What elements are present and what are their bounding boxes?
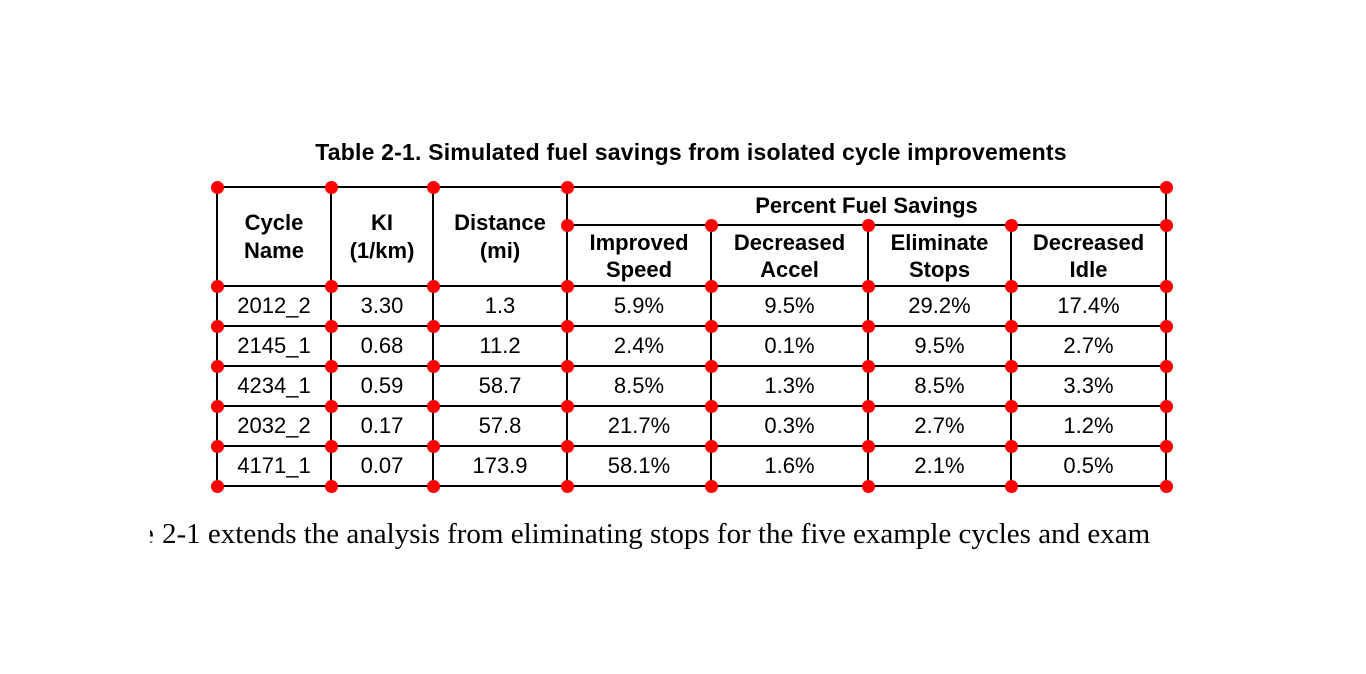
cell-distance: 11.2 (432, 325, 568, 367)
cell-ki: 0.59 (330, 365, 434, 407)
cell-improved-speed: 2.4% (566, 325, 712, 367)
header-line: Distance (454, 209, 546, 235)
table-row: 2012_2 3.30 1.3 5.9% 9.5% 29.2% 17.4% (216, 285, 1167, 327)
cell-ki: 3.30 (330, 285, 434, 327)
cell-decreased-idle: 0.5% (1010, 445, 1167, 487)
cell-cycle-name: 4171_1 (216, 445, 332, 487)
cell-distance: 1.3 (432, 285, 568, 327)
cell-eliminate-stops: 2.1% (867, 445, 1012, 487)
table-row: 2145_1 0.68 11.2 2.4% 0.1% 9.5% 2.7% (216, 325, 1167, 367)
cell-decreased-accel: 9.5% (710, 285, 869, 327)
col-header-eliminate-stops: Eliminate Stops (867, 224, 1012, 287)
cell-improved-speed: 21.7% (566, 405, 712, 447)
cell-ki: 0.17 (330, 405, 434, 447)
cell-eliminate-stops: 8.5% (867, 365, 1012, 407)
cell-distance: 173.9 (432, 445, 568, 487)
cell-decreased-accel: 0.1% (710, 325, 869, 367)
cell-improved-speed: 58.1% (566, 445, 712, 487)
header-line: Speed (605, 256, 673, 282)
col-header-cycle-name: Cycle Name (216, 186, 332, 287)
cell-decreased-accel: 1.6% (710, 445, 869, 487)
cell-ki: 0.07 (330, 445, 434, 487)
cell-eliminate-stops: 9.5% (867, 325, 1012, 367)
cell-eliminate-stops: 29.2% (867, 285, 1012, 327)
cell-decreased-idle: 17.4% (1010, 285, 1167, 327)
col-header-distance: Distance (mi) (432, 186, 568, 287)
cell-distance: 57.8 (432, 405, 568, 447)
header-line: Stops (908, 256, 971, 282)
body-text: 2-1 extends the analysis from eliminatin… (162, 518, 1151, 550)
table-row: 2032_2 0.17 57.8 21.7% 0.3% 2.7% 1.2% (216, 405, 1167, 447)
header-line: Decreased (1032, 229, 1145, 255)
header-line: Idle (1069, 256, 1108, 282)
cell-decreased-idle: 2.7% (1010, 325, 1167, 367)
cell-ki: 0.68 (330, 325, 434, 367)
header-line: (1/km) (349, 237, 415, 263)
group-header-percent-fuel-savings: Percent Fuel Savings (566, 186, 1167, 226)
cell-distance: 58.7 (432, 365, 568, 407)
cell-eliminate-stops: 2.7% (867, 405, 1012, 447)
col-header-ki: KI (1/km) (330, 186, 434, 287)
cell-improved-speed: 8.5% (566, 365, 712, 407)
header-line: Name (244, 237, 304, 263)
cell-improved-speed: 5.9% (566, 285, 712, 327)
header-line: Improved (589, 229, 689, 255)
table-row: 4171_1 0.07 173.9 58.1% 1.6% 2.1% 0.5% (216, 445, 1167, 487)
clipped-word-fragment: e (150, 518, 156, 551)
header-line: Accel (760, 256, 819, 282)
cell-cycle-name: 2145_1 (216, 325, 332, 367)
cell-decreased-idle: 3.3% (1010, 365, 1167, 407)
table-row: 4234_1 0.59 58.7 8.5% 1.3% 8.5% 3.3% (216, 365, 1167, 407)
cell-cycle-name: 2032_2 (216, 405, 332, 447)
col-header-decreased-idle: Decreased Idle (1010, 224, 1167, 287)
fuel-savings-table: Cycle Name KI (1/km) Distance (mi) Percent … (216, 186, 1167, 487)
cell-cycle-name: 2012_2 (216, 285, 332, 327)
header-line: (mi) (479, 237, 521, 263)
header-line: Decreased (733, 229, 846, 255)
header-line: KI (371, 209, 393, 235)
header-line: Eliminate (890, 229, 989, 255)
body-text-line: e2-1 extends the analysis from eliminati… (150, 518, 1366, 551)
cell-decreased-accel: 1.3% (710, 365, 869, 407)
table-caption: Table 2-1. Simulated fuel savings from i… (315, 139, 1067, 165)
col-header-decreased-accel: Decreased Accel (710, 224, 869, 287)
cell-cycle-name: 4234_1 (216, 365, 332, 407)
header-line: Cycle (244, 209, 304, 235)
col-header-improved-speed: Improved Speed (566, 224, 712, 287)
cell-decreased-accel: 0.3% (710, 405, 869, 447)
cell-decreased-idle: 1.2% (1010, 405, 1167, 447)
